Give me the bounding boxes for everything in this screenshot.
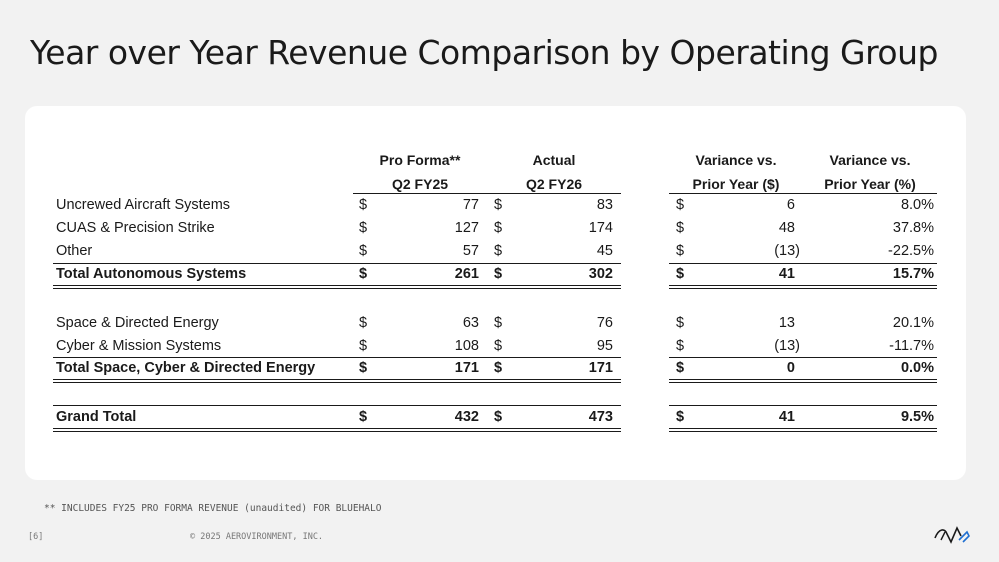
variance-pct-value: 15.7% xyxy=(892,266,934,282)
currency-symbol: $ xyxy=(676,409,685,425)
total-double-rule-right xyxy=(669,379,937,383)
proforma-value: 63 xyxy=(462,315,479,331)
currency-symbol: $ xyxy=(676,338,685,354)
total-row-label: Total Autonomous Systems xyxy=(56,266,247,282)
variance-usd-value: 13 xyxy=(778,315,795,331)
row-label: Space & Directed Energy xyxy=(56,315,219,331)
variance-usd-value: 41 xyxy=(778,409,795,425)
currency-symbol: $ xyxy=(359,266,368,282)
header-variance-pct-line1: Variance vs. xyxy=(829,152,911,168)
currency-symbol: $ xyxy=(494,315,503,331)
proforma-value: 171 xyxy=(454,360,479,376)
currency-symbol: $ xyxy=(359,197,368,213)
currency-symbol: $ xyxy=(676,360,685,376)
total-row-label: Total Space, Cyber & Directed Energy xyxy=(56,360,316,376)
subtotal-rule-right xyxy=(669,263,937,264)
variance-pct-value: -11.7% xyxy=(889,338,934,354)
row-label: Uncrewed Aircraft Systems xyxy=(56,197,231,213)
currency-symbol: $ xyxy=(494,338,503,354)
actual-value: 171 xyxy=(588,360,613,376)
footnote: ** INCLUDES FY25 PRO FORMA REVENUE (unau… xyxy=(44,503,382,514)
variance-pct-value: 37.8% xyxy=(892,220,934,236)
variance-pct-value: 0.0% xyxy=(900,360,934,376)
actual-value: 302 xyxy=(588,266,613,282)
grand-total-double-rule-right xyxy=(669,428,937,432)
header-variance-usd-line1: Variance vs. xyxy=(695,152,777,168)
subtotal-rule-left xyxy=(53,357,621,358)
row-label: CUAS & Precision Strike xyxy=(56,220,215,236)
company-logo xyxy=(934,526,970,544)
header-underline-right xyxy=(669,193,937,194)
variance-usd-value: 0 xyxy=(786,360,795,376)
proforma-value: 57 xyxy=(462,243,479,259)
revenue-table: Pro Forma** Q2 FY25 Actual Q2 FY26 Varia… xyxy=(25,106,966,480)
subtotal-rule-right xyxy=(669,357,937,358)
actual-value: 83 xyxy=(596,197,613,213)
header-proforma-line2: Q2 FY25 xyxy=(391,176,449,192)
row-label: Cyber & Mission Systems xyxy=(56,338,222,354)
total-double-rule-left xyxy=(53,379,621,383)
currency-symbol: $ xyxy=(359,220,368,236)
currency-symbol: $ xyxy=(676,220,685,236)
variance-usd-value: 48 xyxy=(778,220,795,236)
proforma-value: 432 xyxy=(454,409,479,425)
proforma-value: 261 xyxy=(454,266,479,282)
slide-title: Year over Year Revenue Comparison by Ope… xyxy=(30,33,938,72)
variance-pct-value: -22.5% xyxy=(888,243,934,259)
actual-value: 174 xyxy=(588,220,613,236)
proforma-value: 108 xyxy=(454,338,479,354)
currency-symbol: $ xyxy=(494,243,503,259)
variance-pct-value: 8.0% xyxy=(900,197,934,213)
row-label: Other xyxy=(56,243,93,259)
currency-symbol: $ xyxy=(494,197,503,213)
currency-symbol: $ xyxy=(494,360,503,376)
variance-usd-value: 41 xyxy=(778,266,795,282)
header-actual-line2: Q2 FY26 xyxy=(525,176,583,192)
actual-value: 95 xyxy=(596,338,613,354)
subtotal-rule-left xyxy=(53,263,621,264)
currency-symbol: $ xyxy=(359,243,368,259)
actual-value: 45 xyxy=(596,243,613,259)
variance-pct-value: 9.5% xyxy=(900,409,934,425)
currency-symbol: $ xyxy=(494,220,503,236)
proforma-value: 127 xyxy=(454,220,479,236)
variance-pct-value: 20.1% xyxy=(892,315,934,331)
grand-total-top-rule-right xyxy=(669,405,937,406)
currency-symbol: $ xyxy=(676,266,685,282)
currency-symbol: $ xyxy=(359,315,368,331)
variance-usd-value: (13) xyxy=(774,243,800,259)
currency-symbol: $ xyxy=(359,338,368,354)
proforma-value: 77 xyxy=(462,197,479,213)
header-actual-line1: Actual xyxy=(532,152,576,168)
total-double-rule-left xyxy=(53,285,621,289)
currency-symbol: $ xyxy=(494,266,503,282)
currency-symbol: $ xyxy=(676,315,685,331)
currency-symbol: $ xyxy=(676,197,685,213)
currency-symbol: $ xyxy=(676,243,685,259)
variance-usd-value: 6 xyxy=(786,197,795,213)
variance-usd-value: (13) xyxy=(774,338,800,354)
actual-value: 473 xyxy=(588,409,613,425)
actual-value: 76 xyxy=(596,315,613,331)
currency-symbol: $ xyxy=(359,360,368,376)
revenue-table-card: Pro Forma** Q2 FY25 Actual Q2 FY26 Varia… xyxy=(25,106,966,480)
copyright-notice: © 2025 AEROVIRONMENT, INC. xyxy=(190,532,324,542)
header-proforma-line1: Pro Forma** xyxy=(379,152,461,168)
currency-symbol: $ xyxy=(359,409,368,425)
header-underline-left xyxy=(353,193,621,194)
grand-total-double-rule-left xyxy=(53,428,621,432)
header-variance-usd-line2: Prior Year ($) xyxy=(692,176,780,192)
header-variance-pct-line2: Prior Year (%) xyxy=(824,176,916,192)
grand-total-label: Grand Total xyxy=(56,409,137,425)
total-double-rule-right xyxy=(669,285,937,289)
currency-symbol: $ xyxy=(494,409,503,425)
grand-total-top-rule-left xyxy=(53,405,621,406)
page-number: [6] xyxy=(28,532,44,542)
